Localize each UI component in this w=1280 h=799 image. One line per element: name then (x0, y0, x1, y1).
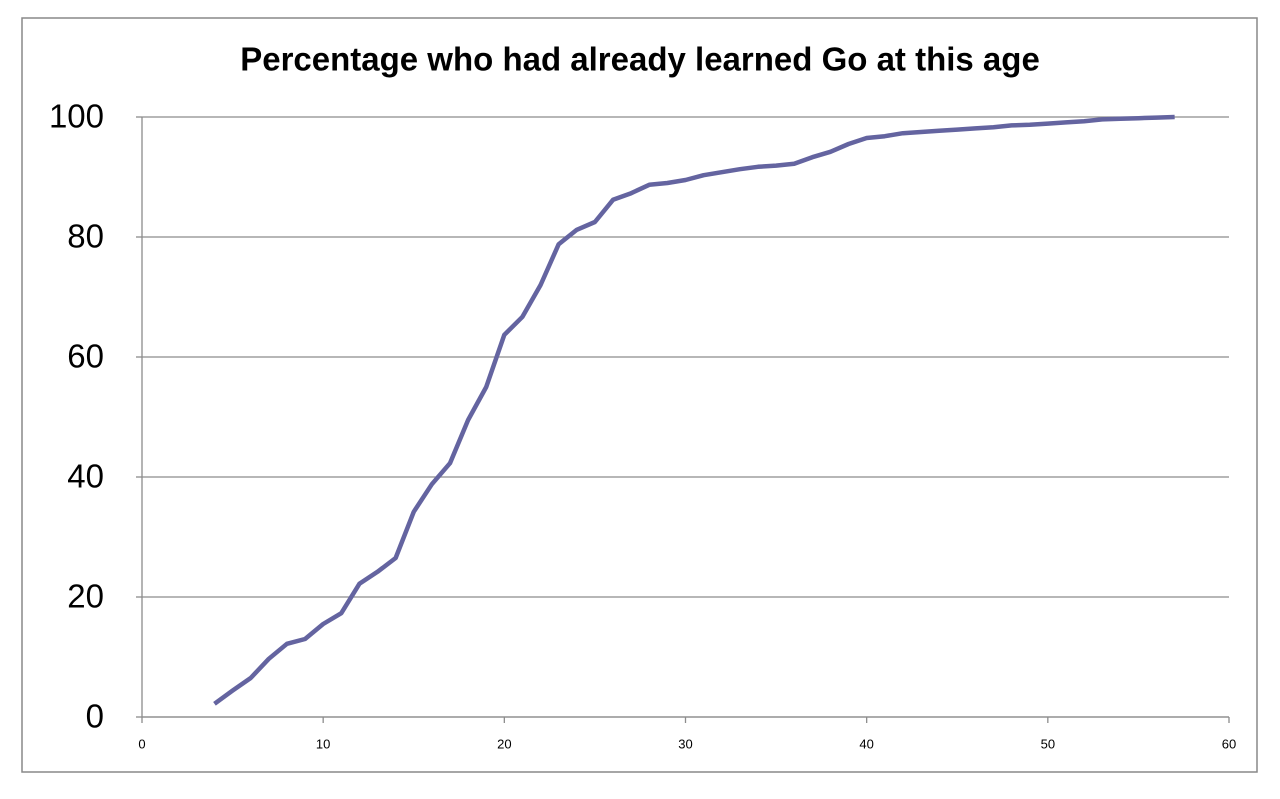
series-line (213, 114, 1175, 706)
x-tick-label: 10 (316, 736, 330, 751)
x-tick-label: 60 (1222, 736, 1236, 751)
x-tick-label: 40 (859, 736, 873, 751)
y-tick-label: 40 (67, 458, 104, 495)
x-tick-label: 20 (497, 736, 511, 751)
y-tick-label: 80 (67, 218, 104, 255)
y-tick-label: 100 (49, 98, 104, 135)
y-tick-label: 60 (67, 338, 104, 375)
chart-title: Percentage who had already learned Go at… (240, 41, 1040, 78)
x-tick-label: 50 (1041, 736, 1055, 751)
y-tick-label: 0 (86, 698, 104, 735)
y-tick-label: 20 (67, 578, 104, 615)
chart-frame (21, 17, 1258, 773)
x-tick-label: 30 (678, 736, 692, 751)
x-tick-label: 0 (138, 736, 145, 751)
